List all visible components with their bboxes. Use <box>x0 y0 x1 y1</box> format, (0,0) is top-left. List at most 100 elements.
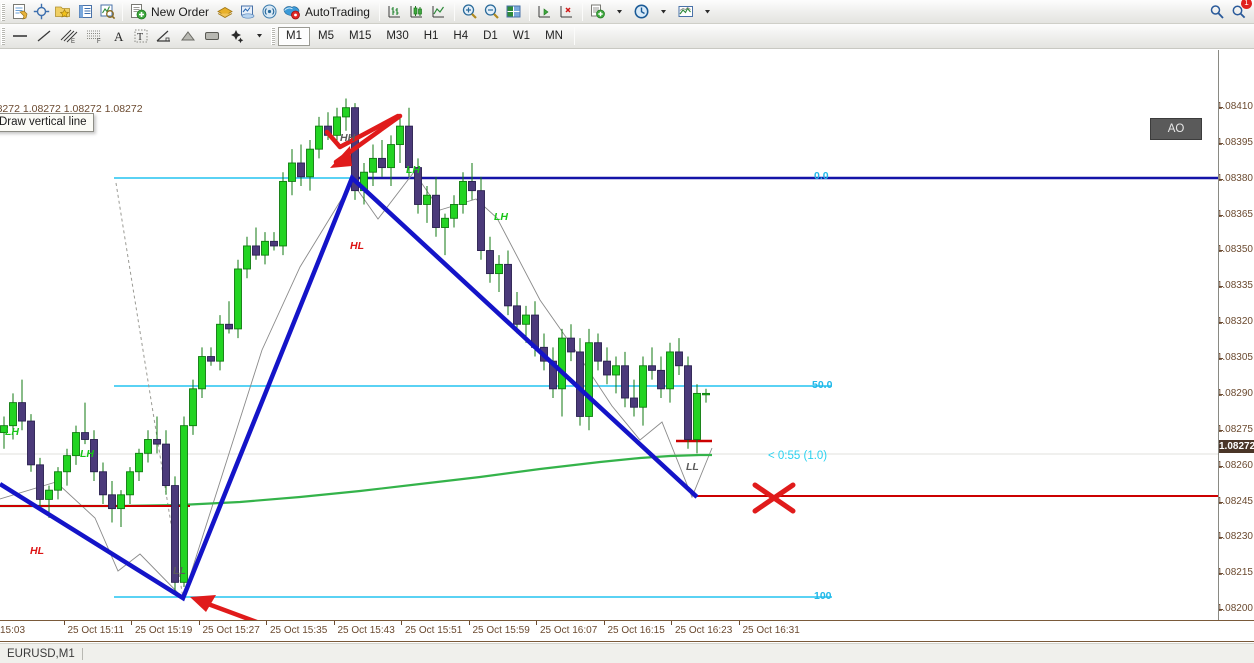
candle <box>342 98 350 131</box>
line-chart-icon[interactable] <box>428 1 450 23</box>
metaeditor-icon[interactable] <box>214 1 236 23</box>
candle <box>450 195 458 228</box>
tab-timeframe-d1[interactable]: D1 <box>483 30 498 42</box>
fib-label-50: 50.0 <box>812 379 833 391</box>
zoom-out-icon[interactable] <box>481 1 503 23</box>
market-watch-icon[interactable] <box>96 1 118 23</box>
status-divider <box>81 647 83 660</box>
price-tick <box>1219 322 1223 324</box>
strategy-tester-icon[interactable] <box>236 1 258 23</box>
templates-icon[interactable] <box>587 1 609 23</box>
candle <box>567 324 575 362</box>
candle <box>459 172 467 214</box>
text-icon[interactable]: T <box>130 25 152 47</box>
candle <box>639 356 647 426</box>
swing-label-hh-1: HH <box>340 132 356 144</box>
price-tick <box>1219 250 1223 252</box>
toolbar-right-group: 1 <box>1206 0 1254 23</box>
indicators-icon[interactable] <box>675 1 697 23</box>
candle <box>108 480 116 523</box>
cursor-line-icon[interactable] <box>8 25 32 47</box>
drawing-toolbar-grip[interactable] <box>1 27 5 45</box>
main-toolbar: New Order <box>0 0 1254 24</box>
fibonacci-icon[interactable]: F <box>82 25 108 47</box>
swing-label-lh-2: LH <box>494 211 508 223</box>
candle <box>612 356 620 394</box>
tab-timeframe-h4[interactable]: H4 <box>453 30 469 42</box>
tab-timeframe-m5[interactable]: M5 <box>317 30 334 42</box>
tab-timeframe-mn[interactable]: MN <box>545 30 563 42</box>
price-axis[interactable]: 1.08410 1.08395 1.08380 1.08365 1.08350 1.083… <box>1219 50 1254 620</box>
time-axis-label: 25 Oct 16:23 <box>675 625 733 636</box>
time-axis-label: 25 Oct 15:51 <box>405 625 463 636</box>
swing-label-lh-3: LH <box>5 426 19 438</box>
candle <box>513 292 521 334</box>
time-axis[interactable]: 15:03 25 Oct 15:11 25 Oct 15:19 25 Oct 15:2… <box>0 620 1254 642</box>
auto-scroll-icon[interactable] <box>556 1 578 23</box>
tab-timeframe-w1[interactable]: W1 <box>512 30 531 42</box>
time-tick <box>738 621 740 625</box>
tab-timeframe-m15[interactable]: M15 <box>348 30 372 42</box>
price-axis-label: 1.08305 <box>1219 352 1253 364</box>
candle <box>594 333 602 371</box>
candle <box>495 255 503 293</box>
angle-icon[interactable] <box>152 25 176 47</box>
candle <box>9 393 17 440</box>
toolbar-separator-4 <box>528 2 530 21</box>
candle <box>315 116 323 159</box>
time-axis-label: 25 Oct 15:59 <box>472 625 530 636</box>
candle <box>297 144 305 187</box>
candlestick-chart-icon[interactable] <box>406 1 428 23</box>
templates-dropdown-icon[interactable] <box>609 1 631 23</box>
tab-timeframe-m1[interactable]: M1 <box>278 26 310 46</box>
equidistant-channel-icon[interactable]: E <box>56 25 82 47</box>
arrows-dropdown-icon[interactable] <box>248 25 270 47</box>
rectangle-icon[interactable] <box>200 25 224 47</box>
timeframe-grip[interactable] <box>271 27 275 45</box>
price-axis-label: 1.08350 <box>1219 244 1253 256</box>
period-dropdown-icon[interactable] <box>653 1 675 23</box>
bar-chart-icon[interactable] <box>384 1 406 23</box>
search-icon[interactable] <box>1206 1 1228 23</box>
tile-windows-icon[interactable] <box>503 1 525 23</box>
favorites-icon[interactable] <box>52 1 74 23</box>
zoom-in-icon[interactable] <box>459 1 481 23</box>
chart-plot <box>0 98 1218 620</box>
chart-shift-icon[interactable] <box>534 1 556 23</box>
candle <box>135 448 143 481</box>
candle <box>243 236 251 279</box>
candle <box>486 236 494 283</box>
candle <box>36 457 44 509</box>
new-chart-icon[interactable] <box>8 1 30 23</box>
ao-indicator-button[interactable]: AO <box>1150 118 1202 140</box>
period-separators-icon[interactable] <box>631 1 653 23</box>
text-label-icon[interactable]: A <box>108 25 130 47</box>
notifications-icon[interactable]: 1 <box>1228 0 1252 23</box>
chart-canvas[interactable]: 1.08272 1.08272 1.08272 1.08272 Draw ver… <box>0 50 1219 620</box>
data-window-icon[interactable] <box>74 1 96 23</box>
toolbar-grip[interactable] <box>1 2 5 21</box>
new-order-button[interactable]: New Order <box>127 1 214 23</box>
annotation-check-top <box>324 113 401 150</box>
crosshair-icon[interactable] <box>30 1 52 23</box>
signals-icon[interactable] <box>258 1 280 23</box>
price-axis-label: 1.08395 <box>1219 136 1253 148</box>
price-axis-label: 1.08410 <box>1219 101 1253 112</box>
toolbar-separator-2 <box>378 2 380 21</box>
candle <box>603 347 611 385</box>
candle <box>621 351 629 408</box>
candle <box>81 402 89 445</box>
candle <box>99 462 107 505</box>
tab-timeframe-h1[interactable]: H1 <box>423 30 439 42</box>
time-axis-label: 25 Oct 16:15 <box>607 625 665 636</box>
tab-timeframe-m30[interactable]: M30 <box>386 30 409 42</box>
candle <box>207 347 215 366</box>
indicators-dropdown-icon[interactable] <box>697 1 719 23</box>
autotrading-button[interactable]: AutoTrading <box>280 1 375 23</box>
trendline-icon[interactable] <box>32 25 56 47</box>
arrows-icon[interactable] <box>224 25 248 47</box>
candle <box>441 213 449 256</box>
candle <box>198 347 206 399</box>
triangle-icon[interactable] <box>176 25 200 47</box>
